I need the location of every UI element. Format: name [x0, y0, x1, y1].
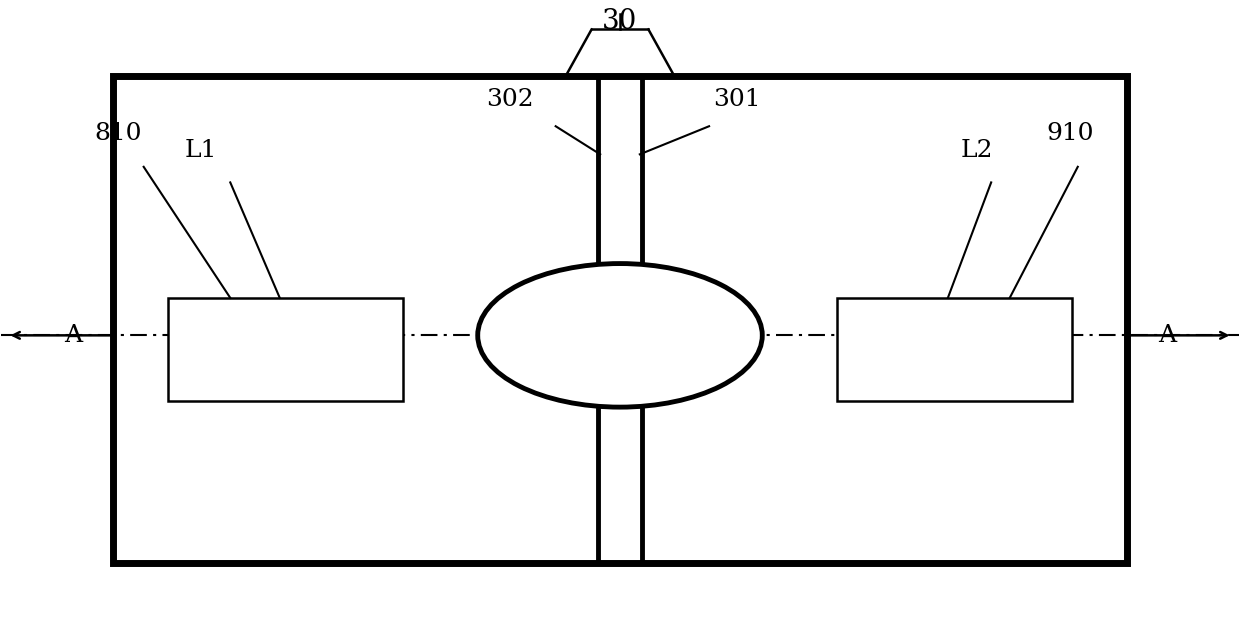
Text: 30: 30 — [603, 8, 637, 34]
Text: L1: L1 — [185, 139, 217, 162]
Circle shape — [477, 263, 763, 407]
Bar — [169, 298, 403, 401]
Bar — [113, 76, 1127, 563]
Text: L2: L2 — [960, 139, 993, 162]
Text: 302: 302 — [486, 88, 533, 110]
Text: 810: 810 — [94, 122, 141, 145]
Text: A: A — [1158, 324, 1177, 347]
Text: A: A — [63, 324, 82, 347]
Text: 301: 301 — [713, 88, 760, 110]
Text: 910: 910 — [1047, 122, 1095, 145]
Bar — [837, 298, 1071, 401]
